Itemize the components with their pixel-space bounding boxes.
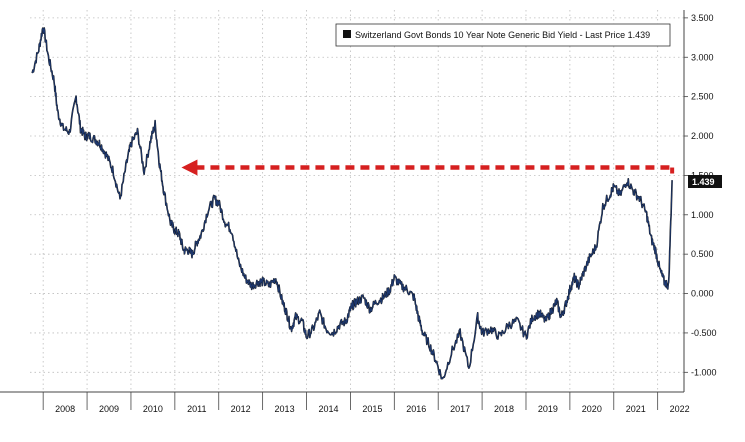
y-tick-label: -0.500 <box>691 328 717 338</box>
y-tick-label: 0.500 <box>691 249 714 259</box>
x-tick-label: 2010 <box>143 404 163 414</box>
x-tick-label: 2020 <box>582 404 602 414</box>
x-tick-label: 2009 <box>99 404 119 414</box>
x-tick-label: 2021 <box>626 404 646 414</box>
y-tick-label: 1.000 <box>691 210 714 220</box>
x-tick-label: 2014 <box>318 404 338 414</box>
y-tick-label: 3.500 <box>691 13 714 23</box>
y-tick-label: 3.000 <box>691 52 714 62</box>
series-layer <box>31 27 673 380</box>
y-tick-label: 2.000 <box>691 131 714 141</box>
legend: Switzerland Govt Bonds 10 Year Note Gene… <box>335 23 671 47</box>
last-price-label: 1.439 <box>692 177 715 187</box>
series-line <box>31 27 673 380</box>
x-tick-label: 2018 <box>494 404 514 414</box>
y-tick-label: -1.000 <box>691 367 717 377</box>
legend-swatch <box>343 30 351 38</box>
x-tick-label: 2012 <box>231 404 251 414</box>
legend-text: Switzerland Govt Bonds 10 Year Note Gene… <box>355 30 650 40</box>
arrow-head <box>181 159 198 176</box>
x-tick-label: 2011 <box>187 404 206 414</box>
x-tick-label: 2016 <box>406 404 426 414</box>
last-price-box <box>688 175 722 188</box>
x-tick-label: 2013 <box>275 404 295 414</box>
last-price-marker: 1.439 <box>688 175 722 188</box>
y-tick-label: 2.500 <box>691 92 714 102</box>
y-tick-label: 0.000 <box>691 289 714 299</box>
x-tick-label: 2015 <box>362 404 382 414</box>
legend-box <box>335 23 671 47</box>
x-tick-label: 2019 <box>538 404 558 414</box>
x-tick-label: 2022 <box>670 404 690 414</box>
x-tick-label: 2008 <box>55 404 75 414</box>
x-tick-label: 2017 <box>450 404 470 414</box>
arrow-layer <box>181 159 675 176</box>
